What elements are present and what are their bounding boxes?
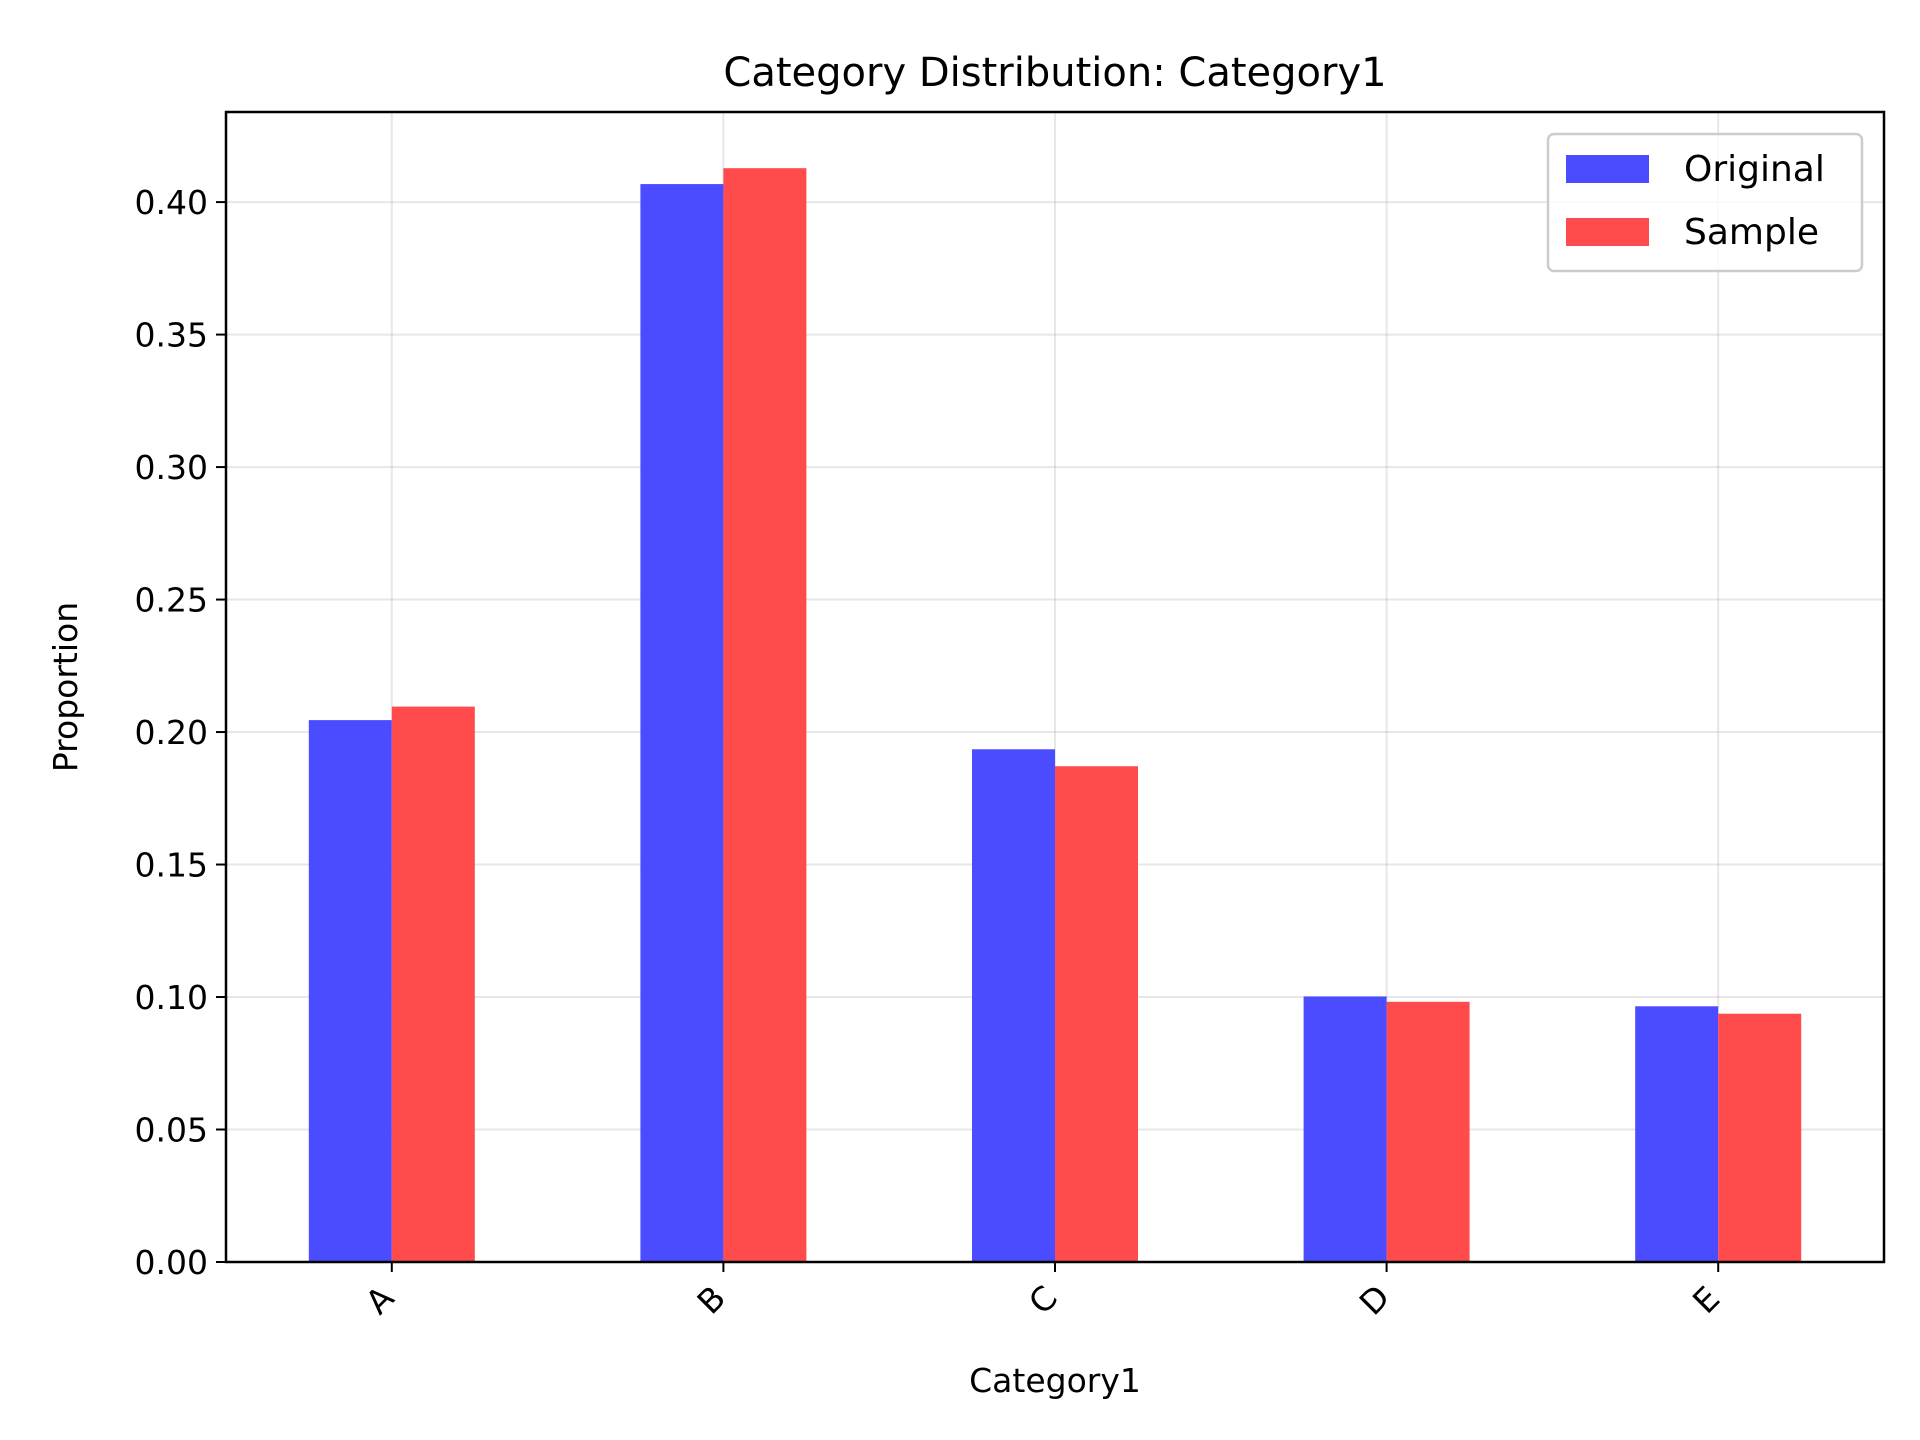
y-tick-label: 0.25 bbox=[135, 581, 208, 620]
y-axis-title: Proportion bbox=[46, 602, 85, 772]
bar-sample-d bbox=[1386, 1001, 1470, 1262]
x-tick-label: D bbox=[1352, 1277, 1398, 1323]
legend-label-original: Original bbox=[1684, 149, 1825, 190]
y-tick-label: 0.10 bbox=[135, 978, 208, 1017]
x-tick-label: B bbox=[689, 1278, 733, 1322]
bar-original-a bbox=[308, 720, 392, 1262]
y-tick-label: 0.30 bbox=[135, 448, 208, 487]
y-tick-label: 0.05 bbox=[135, 1111, 208, 1150]
bar-original-d bbox=[1303, 996, 1387, 1262]
bar-sample-a bbox=[391, 706, 475, 1262]
chart-title: Category Distribution: Category1 bbox=[723, 50, 1386, 96]
bar-sample-c bbox=[1055, 766, 1138, 1262]
legend-label-sample: Sample bbox=[1684, 212, 1819, 253]
y-tick-label: 0.35 bbox=[135, 316, 208, 355]
x-tick-label: A bbox=[358, 1278, 402, 1322]
legend: Original Sample bbox=[1546, 132, 1864, 273]
legend-swatch-original bbox=[1566, 155, 1649, 183]
bar-original-e bbox=[1635, 1006, 1719, 1262]
y-tick-label: 0.20 bbox=[135, 713, 208, 752]
y-tick-label: 0.15 bbox=[135, 846, 208, 885]
ticks-layer: 0.00 0.05 0.10 0.15 0.20 0.25 0.30 0.35 0.40 A B C D… bbox=[135, 183, 1728, 1323]
bar-original-c bbox=[972, 749, 1055, 1262]
x-tick-label: E bbox=[1685, 1279, 1727, 1321]
y-tick-label: 0.40 bbox=[135, 183, 208, 222]
y-tick-label: 0.00 bbox=[135, 1243, 208, 1282]
legend-swatch-sample bbox=[1566, 218, 1649, 246]
bars-layer bbox=[308, 168, 1802, 1263]
bar-sample-e bbox=[1718, 1013, 1802, 1262]
x-axis-title: Category1 bbox=[969, 1361, 1141, 1400]
bar-original-b bbox=[640, 184, 724, 1262]
x-tick-label: C bbox=[1021, 1278, 1065, 1322]
bar-sample-b bbox=[723, 168, 807, 1263]
